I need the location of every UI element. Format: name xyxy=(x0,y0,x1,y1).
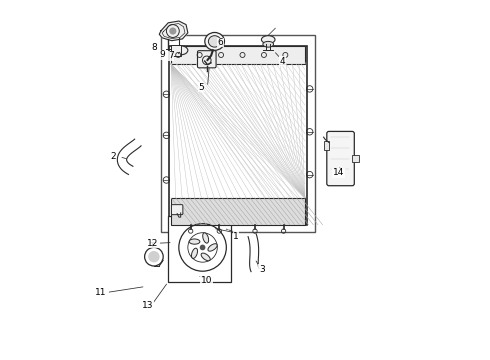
Circle shape xyxy=(148,251,160,262)
Ellipse shape xyxy=(201,253,210,261)
Circle shape xyxy=(169,27,176,35)
Polygon shape xyxy=(248,234,259,272)
Bar xyxy=(161,35,315,232)
Bar xyxy=(352,155,359,162)
FancyBboxPatch shape xyxy=(172,204,183,215)
Text: 7: 7 xyxy=(168,51,173,60)
Text: 4: 4 xyxy=(280,57,285,66)
Ellipse shape xyxy=(205,32,224,50)
Text: 8: 8 xyxy=(151,42,157,51)
Text: 6: 6 xyxy=(218,38,223,47)
Ellipse shape xyxy=(208,36,221,47)
Bar xyxy=(171,45,181,56)
Bar xyxy=(169,46,307,225)
Text: 14: 14 xyxy=(333,168,344,177)
Ellipse shape xyxy=(189,239,200,244)
Bar xyxy=(323,141,329,150)
Text: 3: 3 xyxy=(259,265,265,274)
Text: 2: 2 xyxy=(110,152,116,161)
FancyBboxPatch shape xyxy=(327,131,354,186)
Ellipse shape xyxy=(203,233,209,243)
Text: 10: 10 xyxy=(201,276,212,285)
Text: 1: 1 xyxy=(233,232,239,241)
Text: 12: 12 xyxy=(147,239,159,248)
Text: 11: 11 xyxy=(95,288,107,297)
Ellipse shape xyxy=(262,36,275,44)
Bar xyxy=(171,198,305,225)
Text: 13: 13 xyxy=(142,301,153,310)
Ellipse shape xyxy=(263,41,273,47)
Text: 9: 9 xyxy=(159,50,165,59)
Polygon shape xyxy=(117,139,141,175)
Ellipse shape xyxy=(192,248,197,258)
Bar xyxy=(168,216,231,282)
FancyBboxPatch shape xyxy=(197,51,216,68)
Bar xyxy=(171,46,305,64)
Ellipse shape xyxy=(173,46,188,55)
Text: 5: 5 xyxy=(198,83,204,92)
Ellipse shape xyxy=(208,244,217,251)
Circle shape xyxy=(200,244,205,250)
Polygon shape xyxy=(159,21,188,41)
